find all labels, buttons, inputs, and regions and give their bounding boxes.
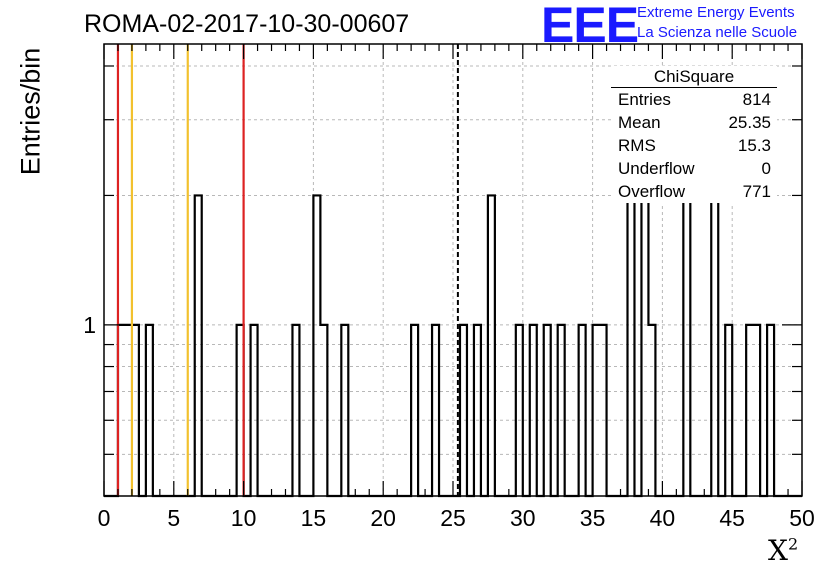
x-tick-label: 10 bbox=[231, 505, 257, 531]
y-axis-label: Entries/bin bbox=[15, 47, 46, 176]
stats-title: ChiSquare bbox=[611, 66, 777, 88]
x-tick-label: 20 bbox=[370, 505, 396, 531]
x-tick-label: 45 bbox=[719, 505, 745, 531]
x-tick-label: 50 bbox=[789, 505, 815, 531]
y-tick-label: 1 bbox=[83, 312, 96, 338]
stats-row-entries: Entries 814 bbox=[611, 88, 777, 111]
x-tick-label: 0 bbox=[98, 505, 111, 531]
stats-value: 15.3 bbox=[737, 136, 771, 155]
stats-value: 771 bbox=[742, 182, 771, 201]
stats-label: RMS bbox=[618, 136, 656, 155]
stats-label: Underflow bbox=[618, 159, 695, 178]
chart-title: ROMA-02-2017-10-30-00607 bbox=[84, 10, 410, 38]
stats-value: 25.35 bbox=[728, 113, 771, 132]
stats-row-rms: RMS 15.3 bbox=[611, 134, 777, 157]
stats-box: ChiSquare Entries 814 Mean 25.35 RMS 15.3 U… bbox=[611, 66, 777, 203]
stats-row-mean: Mean 25.35 bbox=[611, 111, 777, 134]
x-tick-label: 40 bbox=[650, 505, 676, 531]
x-tick-label: 30 bbox=[510, 505, 536, 531]
x-tick-label: 25 bbox=[440, 505, 466, 531]
x-tick-label: 15 bbox=[301, 505, 327, 531]
stats-label: Entries bbox=[618, 90, 671, 109]
stats-row-overflow: Overflow 771 bbox=[611, 180, 777, 203]
x-axis-label: X2 bbox=[768, 534, 799, 567]
x-tick-label: 5 bbox=[167, 505, 180, 531]
logo-text-line2: La Scienza nelle Scuole bbox=[637, 24, 798, 41]
stats-value: 814 bbox=[742, 90, 771, 109]
stats-label: Overflow bbox=[618, 182, 686, 201]
x-tick-label: 35 bbox=[580, 505, 606, 531]
logo-text-line1: Extreme Energy Events bbox=[637, 4, 795, 21]
stats-label: Mean bbox=[618, 113, 661, 132]
stats-value: 0 bbox=[761, 159, 771, 178]
eee-logo: EEE bbox=[541, 0, 639, 53]
stats-row-underflow: Underflow 0 bbox=[611, 157, 777, 180]
